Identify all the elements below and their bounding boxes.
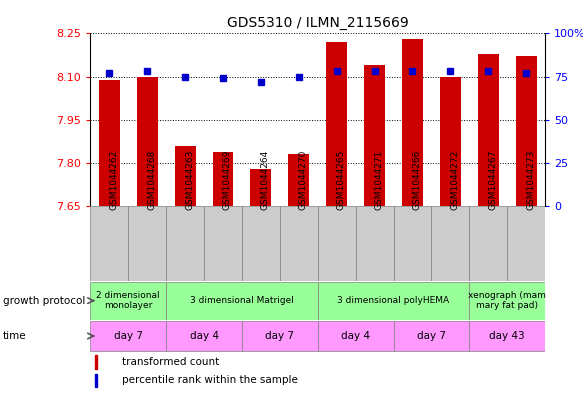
Bar bbox=[318, 321, 394, 351]
Text: GSM1044263: GSM1044263 bbox=[185, 150, 194, 210]
Text: time: time bbox=[3, 331, 27, 341]
Bar bbox=[90, 282, 166, 320]
Bar bbox=[166, 206, 204, 281]
Text: percentile rank within the sample: percentile rank within the sample bbox=[122, 375, 298, 386]
Bar bbox=[175, 146, 195, 206]
Text: GSM1044262: GSM1044262 bbox=[110, 150, 118, 210]
Bar bbox=[166, 321, 242, 351]
Text: GSM1044265: GSM1044265 bbox=[337, 150, 346, 210]
Text: growth protocol: growth protocol bbox=[3, 296, 85, 306]
Bar bbox=[356, 206, 394, 281]
Text: day 43: day 43 bbox=[489, 331, 525, 341]
Text: transformed count: transformed count bbox=[122, 357, 219, 367]
Text: GSM1044267: GSM1044267 bbox=[488, 150, 497, 210]
Bar bbox=[516, 57, 536, 206]
Bar bbox=[166, 282, 318, 320]
Text: GSM1044271: GSM1044271 bbox=[374, 150, 384, 210]
Bar bbox=[213, 152, 233, 206]
Text: day 7: day 7 bbox=[265, 331, 294, 341]
Text: GSM1044264: GSM1044264 bbox=[261, 150, 270, 210]
Bar bbox=[128, 206, 166, 281]
Bar bbox=[469, 321, 545, 351]
Text: GSM1044269: GSM1044269 bbox=[223, 150, 232, 210]
Bar bbox=[326, 42, 347, 206]
Text: 2 dimensional
monolayer: 2 dimensional monolayer bbox=[96, 291, 160, 310]
Bar bbox=[242, 206, 280, 281]
Text: GSM1044270: GSM1044270 bbox=[298, 150, 308, 210]
Text: GSM1044272: GSM1044272 bbox=[450, 150, 459, 210]
Bar bbox=[204, 206, 242, 281]
Bar bbox=[90, 206, 128, 281]
Bar bbox=[440, 77, 461, 206]
Bar bbox=[99, 79, 120, 206]
Bar bbox=[251, 169, 271, 206]
Text: day 4: day 4 bbox=[189, 331, 219, 341]
Title: GDS5310 / ILMN_2115669: GDS5310 / ILMN_2115669 bbox=[227, 16, 409, 29]
Text: GSM1044273: GSM1044273 bbox=[526, 150, 535, 210]
Text: GSM1044268: GSM1044268 bbox=[147, 150, 156, 210]
Bar bbox=[242, 321, 318, 351]
Bar bbox=[394, 206, 431, 281]
Bar bbox=[507, 206, 545, 281]
Text: xenograph (mam
mary fat pad): xenograph (mam mary fat pad) bbox=[468, 291, 546, 310]
Text: 3 dimensional polyHEMA: 3 dimensional polyHEMA bbox=[338, 296, 449, 305]
Text: GSM1044266: GSM1044266 bbox=[412, 150, 422, 210]
Text: day 4: day 4 bbox=[341, 331, 370, 341]
Bar bbox=[318, 282, 469, 320]
Bar bbox=[289, 154, 309, 206]
Bar bbox=[280, 206, 318, 281]
Bar bbox=[137, 77, 157, 206]
Bar bbox=[478, 53, 498, 206]
Bar bbox=[394, 321, 469, 351]
Bar bbox=[95, 374, 97, 387]
Bar bbox=[95, 355, 97, 369]
Text: day 7: day 7 bbox=[114, 331, 143, 341]
Bar bbox=[318, 206, 356, 281]
Bar bbox=[431, 206, 469, 281]
Bar bbox=[90, 321, 166, 351]
Text: 3 dimensional Matrigel: 3 dimensional Matrigel bbox=[190, 296, 294, 305]
Bar bbox=[402, 39, 423, 206]
Bar bbox=[469, 282, 545, 320]
Text: day 7: day 7 bbox=[417, 331, 446, 341]
Bar bbox=[469, 206, 507, 281]
Bar bbox=[364, 65, 385, 206]
